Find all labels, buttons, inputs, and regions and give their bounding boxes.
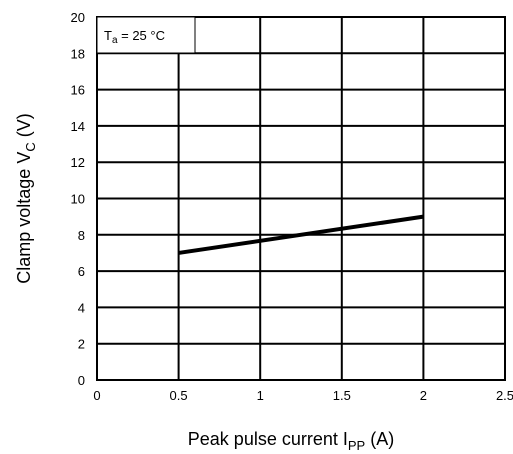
x-tick-label: 2	[420, 388, 427, 403]
y-tick-label: 14	[71, 119, 85, 134]
plot-frame	[96, 16, 506, 381]
x-axis-label: Peak pulse current IPP (A)	[188, 429, 394, 453]
annotation-main: T	[104, 28, 112, 43]
y-tick-label: 12	[71, 155, 85, 170]
y-tick-label: 2	[78, 337, 85, 352]
y-axis-label: Clamp voltage VC (V)	[14, 113, 38, 283]
annotation-subscript: a	[112, 35, 118, 46]
x-tick-label: 1	[257, 388, 264, 403]
y-tick-label: 8	[78, 228, 85, 243]
annotation-box	[96, 16, 196, 54]
x-axis-label-main: Peak pulse current I	[188, 429, 348, 449]
y-tick-label: 0	[78, 373, 85, 388]
grid-lines	[97, 17, 505, 380]
x-axis-label-unit: (A)	[365, 429, 394, 449]
y-tick-label: 4	[78, 300, 85, 315]
x-tick-label: 2.5	[496, 388, 513, 403]
annotation-rest: = 25 °C	[118, 28, 165, 43]
y-tick-label: 6	[78, 264, 85, 279]
y-axis-label-unit: (V)	[14, 113, 34, 142]
series-line	[178, 214, 424, 255]
x-tick-labels: 0 0.5 1 1.5 2 2.5	[93, 388, 513, 403]
y-axis-label-sub: C	[23, 142, 38, 151]
x-tick-label: 1.5	[333, 388, 351, 403]
temperature-annotation: Ta = 25 °C	[96, 16, 196, 54]
y-tick-label: 16	[71, 83, 85, 98]
y-tick-labels: 0 2 4 6 8 10 12 14 16 18 20	[71, 10, 85, 388]
x-tick-label: 0	[93, 388, 100, 403]
x-axis-label-sub: PP	[348, 438, 365, 453]
x-tick-label: 0.5	[170, 388, 188, 403]
y-axis-label-main: Clamp voltage V	[14, 152, 34, 284]
data-series	[178, 214, 424, 255]
annotation-text: Ta = 25 °C	[104, 28, 165, 46]
y-tick-label: 20	[71, 10, 85, 25]
y-tick-label: 18	[71, 46, 85, 61]
y-tick-label: 10	[71, 192, 85, 207]
